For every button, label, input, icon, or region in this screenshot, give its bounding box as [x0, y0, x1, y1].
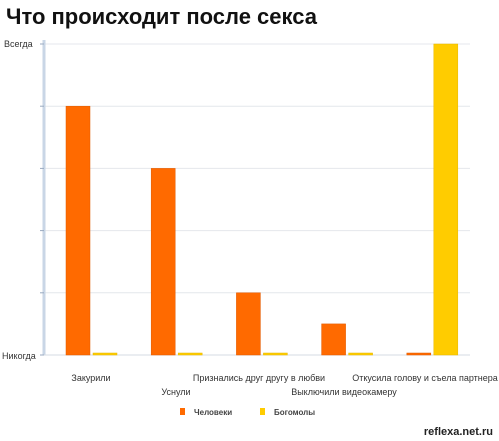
- bars: [65, 43, 459, 356]
- legend-swatch-mantises: [260, 408, 265, 415]
- bar-mantises-4: [348, 352, 373, 356]
- legend-label-humans: Человеки: [194, 408, 232, 417]
- bar-humans-3: [236, 292, 261, 356]
- bar-mantises-1: [92, 352, 118, 356]
- bar-humans-4: [321, 323, 346, 356]
- bar-humans-2: [150, 168, 176, 356]
- legend-label-mantises: Богомолы: [274, 408, 315, 417]
- x-tick-label-4: Выключили видеокамеру: [291, 387, 397, 397]
- watermark: reflexa.net.ru: [423, 426, 493, 438]
- x-tick-label-5: Откусила голову и съела партнера: [352, 373, 498, 383]
- bar-mantises-2: [177, 352, 203, 356]
- y-tick-label-top: Всегда: [4, 39, 33, 49]
- x-tick-label-1: Закурили: [71, 373, 110, 383]
- x-tick-label-2: Уснули: [161, 387, 190, 397]
- legend-swatch-humans: [180, 408, 185, 415]
- bar-humans-1: [65, 105, 91, 356]
- bar-mantises-5: [433, 43, 459, 356]
- chart-title: Что происходит после секса: [6, 4, 317, 29]
- x-tick-label-3: Признались друг другу в любви: [193, 373, 325, 383]
- legend: Человеки Богомолы: [180, 408, 315, 417]
- y-tick-label-bottom: Никогда: [2, 351, 36, 361]
- bar-humans-5: [406, 352, 432, 356]
- bar-mantises-3: [263, 352, 288, 356]
